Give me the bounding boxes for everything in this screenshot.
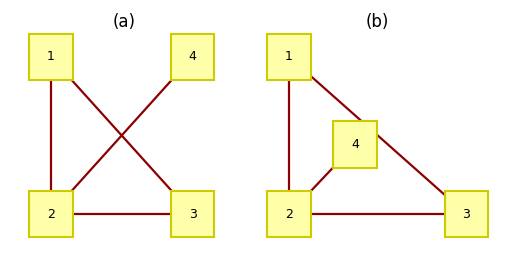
FancyBboxPatch shape xyxy=(29,191,73,237)
FancyBboxPatch shape xyxy=(267,34,311,80)
Text: 4: 4 xyxy=(189,50,197,63)
Text: 2: 2 xyxy=(47,208,55,221)
FancyBboxPatch shape xyxy=(445,191,488,237)
Text: 1: 1 xyxy=(285,50,293,63)
Text: 3: 3 xyxy=(462,208,470,221)
Text: 4: 4 xyxy=(351,138,359,151)
FancyBboxPatch shape xyxy=(171,191,214,237)
FancyBboxPatch shape xyxy=(171,34,214,80)
FancyBboxPatch shape xyxy=(267,191,311,237)
Text: 3: 3 xyxy=(189,208,197,221)
Text: (a): (a) xyxy=(113,13,136,31)
FancyBboxPatch shape xyxy=(333,121,377,168)
Text: (b): (b) xyxy=(366,13,389,31)
Text: 2: 2 xyxy=(285,208,293,221)
Text: 1: 1 xyxy=(47,50,55,63)
FancyBboxPatch shape xyxy=(29,34,73,80)
